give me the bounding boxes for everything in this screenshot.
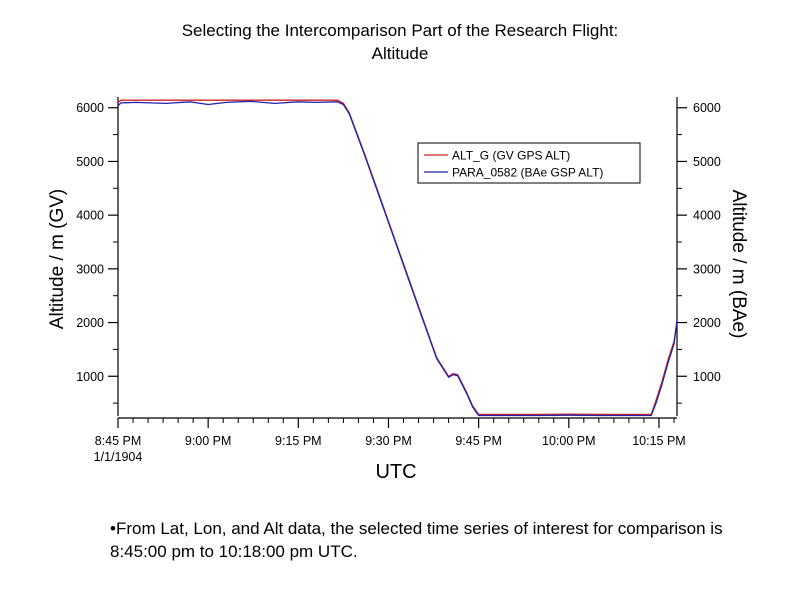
y-tick-label-right: 4000 (693, 209, 721, 223)
y-tick-label-right: 6000 (693, 101, 721, 115)
y-tick-label-left: 4000 (76, 209, 104, 223)
y-tick-label-left: 2000 (76, 316, 104, 330)
y-tick-label-right: 2000 (693, 316, 721, 330)
x-tick-label: 8:45 PM (95, 434, 142, 448)
y-axis-label-left: Altitude / m (GV) (47, 189, 68, 329)
y-tick-label-right: 5000 (693, 155, 721, 169)
legend-label: PARA_0582 (BAe GSP ALT) (452, 166, 603, 180)
series-lines (117, 99, 678, 417)
y-axis-label-right: Altitude / m (BAe) (728, 190, 749, 339)
x-tick-label: 9:00 PM (185, 434, 232, 448)
x-tick-label: 9:30 PM (365, 434, 412, 448)
x-tick-label: 10:15 PM (632, 434, 686, 448)
x-tick-sublabel: 1/1/1904 (94, 450, 143, 464)
altitude-chart: 8:45 PM 9:00 PM 9:15 PM 9:30 PM 9:45 PM 10:00… (47, 97, 749, 483)
x-tick-label: 9:15 PM (275, 434, 322, 448)
x-tick-label: 10:00 PM (542, 434, 596, 448)
chart-subtitle: Altitude (371, 44, 429, 63)
y-axis-right: 1000 2000 3000 4000 5000 6000 (677, 101, 721, 404)
legend-box (417, 142, 641, 184)
y-axis-left: 1000 2000 3000 4000 5000 6000 (76, 101, 118, 404)
footnote-text: •From Lat, Lon, and Alt data, the select… (110, 519, 723, 561)
y-tick-label-right: 1000 (693, 370, 721, 384)
chart-title: Selecting the Intercomparison Part of th… (181, 21, 619, 40)
series-line-2 (117, 100, 678, 417)
x-tick-label: 9:45 PM (455, 434, 502, 448)
x-axis-label: UTC (375, 461, 416, 483)
y-tick-label-right: 3000 (693, 262, 721, 276)
series-line-1 (117, 99, 678, 416)
y-tick-label-left: 5000 (76, 155, 104, 169)
legend: ALT_G (GV GPS ALT) PARA_0582 (BAe GSP ALT… (417, 142, 641, 184)
legend-label: ALT_G (GV GPS ALT) (452, 149, 570, 163)
y-tick-label-left: 1000 (76, 370, 104, 384)
y-tick-label-left: 6000 (76, 101, 104, 115)
y-tick-label-left: 3000 (76, 262, 104, 276)
x-axis: 8:45 PM 9:00 PM 9:15 PM 9:30 PM 9:45 PM 10:00… (94, 418, 686, 464)
